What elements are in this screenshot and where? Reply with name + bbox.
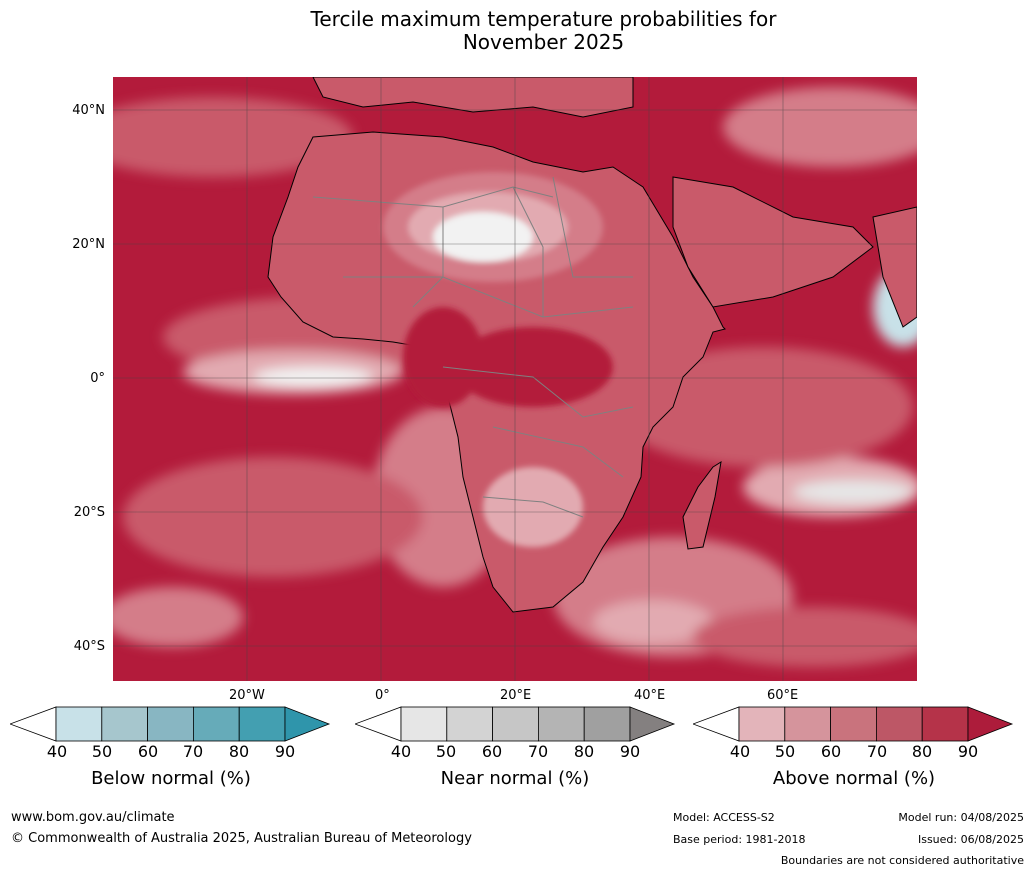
below-colorbar-low-extension <box>10 706 57 742</box>
colorbar-near <box>355 706 676 742</box>
map-canvas <box>113 77 917 681</box>
near-colorbar-segment <box>492 706 539 742</box>
near-colorbar-segment <box>400 706 448 742</box>
lat-label-20n: 20°N <box>72 237 105 252</box>
above-colorbar-low-extension <box>693 706 740 742</box>
below-colorbar-segment <box>238 706 286 742</box>
lat-label-40s: 40°S <box>73 639 105 654</box>
footer-disclaimer: Boundaries are not considered authoritat… <box>780 854 1024 867</box>
below-colorbar-segment <box>55 706 103 742</box>
near-colorbar-segment <box>446 706 494 742</box>
near-tick-40: 40 <box>390 742 412 761</box>
above-colorbar-segment <box>784 706 832 742</box>
near-tick-80: 80 <box>573 742 595 761</box>
lat-label-20s: 20°S <box>73 505 105 520</box>
below-tick-90: 90 <box>274 742 296 761</box>
chart-title: Tercile maximum temperature probabilitie… <box>0 8 1035 54</box>
below-colorbar-segment <box>147 706 194 742</box>
near-tick-70: 70 <box>527 742 549 761</box>
lat-label-0: 0° <box>90 371 105 386</box>
legend-label-below: Below normal (%) <box>91 768 251 789</box>
above-tick-80: 80 <box>911 742 933 761</box>
arabian-peninsula <box>672 176 874 308</box>
europe-coast <box>312 77 634 118</box>
near-tick-50: 50 <box>435 742 457 761</box>
title-line-2: November 2025 <box>462 30 625 54</box>
above-tick-90: 90 <box>957 742 979 761</box>
footer-model: Model: ACCESS-S2 <box>673 811 775 824</box>
near-colorbar-high-extension <box>629 706 676 742</box>
below-colorbar-high-extension <box>284 706 331 742</box>
footer-copyright: © Commonwealth of Australia 2025, Austra… <box>11 831 472 846</box>
above-tick-40: 40 <box>729 742 751 761</box>
probability-map <box>113 77 917 681</box>
near-tick-60: 60 <box>481 742 503 761</box>
lon-label-60e: 60°E <box>767 688 799 703</box>
land-shading <box>383 172 613 547</box>
footer-website: www.bom.gov.au/climate <box>11 810 175 825</box>
legend-label-above: Above normal (%) <box>772 768 936 789</box>
below-colorbar-segment <box>192 706 240 742</box>
below-tick-40: 40 <box>46 742 68 761</box>
above-colorbar-segment <box>921 706 969 742</box>
footer-base-period: Base period: 1981-2018 <box>673 833 806 846</box>
above-tick-70: 70 <box>866 742 888 761</box>
above-colorbar-segment <box>830 706 877 742</box>
above-colorbar-segment <box>875 706 923 742</box>
lon-label-20w: 20°W <box>229 688 265 703</box>
near-colorbar-segment <box>537 706 585 742</box>
below-colorbar-segment <box>101 706 149 742</box>
colorbar-above <box>693 706 1014 742</box>
below-tick-70: 70 <box>182 742 204 761</box>
probability-shading <box>113 87 917 667</box>
below-tick-60: 60 <box>137 742 159 761</box>
footer-model-run: Model run: 04/08/2025 <box>898 811 1024 824</box>
lat-label-40n: 40°N <box>72 103 105 118</box>
colorbar-below <box>10 706 331 742</box>
above-colorbar-segment <box>738 706 786 742</box>
graticule <box>113 77 917 681</box>
above-colorbar-high-extension <box>967 706 1014 742</box>
below-tick-50: 50 <box>91 742 113 761</box>
title-line-1: Tercile maximum temperature probabilitie… <box>310 7 777 31</box>
footer-issued: Issued: 06/08/2025 <box>917 833 1024 846</box>
below-tick-80: 80 <box>228 742 250 761</box>
legend-label-near: Near normal (%) <box>440 768 590 789</box>
near-tick-90: 90 <box>619 742 641 761</box>
near-colorbar-low-extension <box>355 706 402 742</box>
lon-label-40e: 40°E <box>634 688 666 703</box>
lon-label-0: 0° <box>375 688 390 703</box>
near-colorbar-segment <box>583 706 631 742</box>
madagascar <box>682 460 722 550</box>
above-tick-60: 60 <box>820 742 842 761</box>
above-tick-50: 50 <box>774 742 796 761</box>
lon-label-20e: 20°E <box>500 688 532 703</box>
india-coast <box>872 206 917 328</box>
